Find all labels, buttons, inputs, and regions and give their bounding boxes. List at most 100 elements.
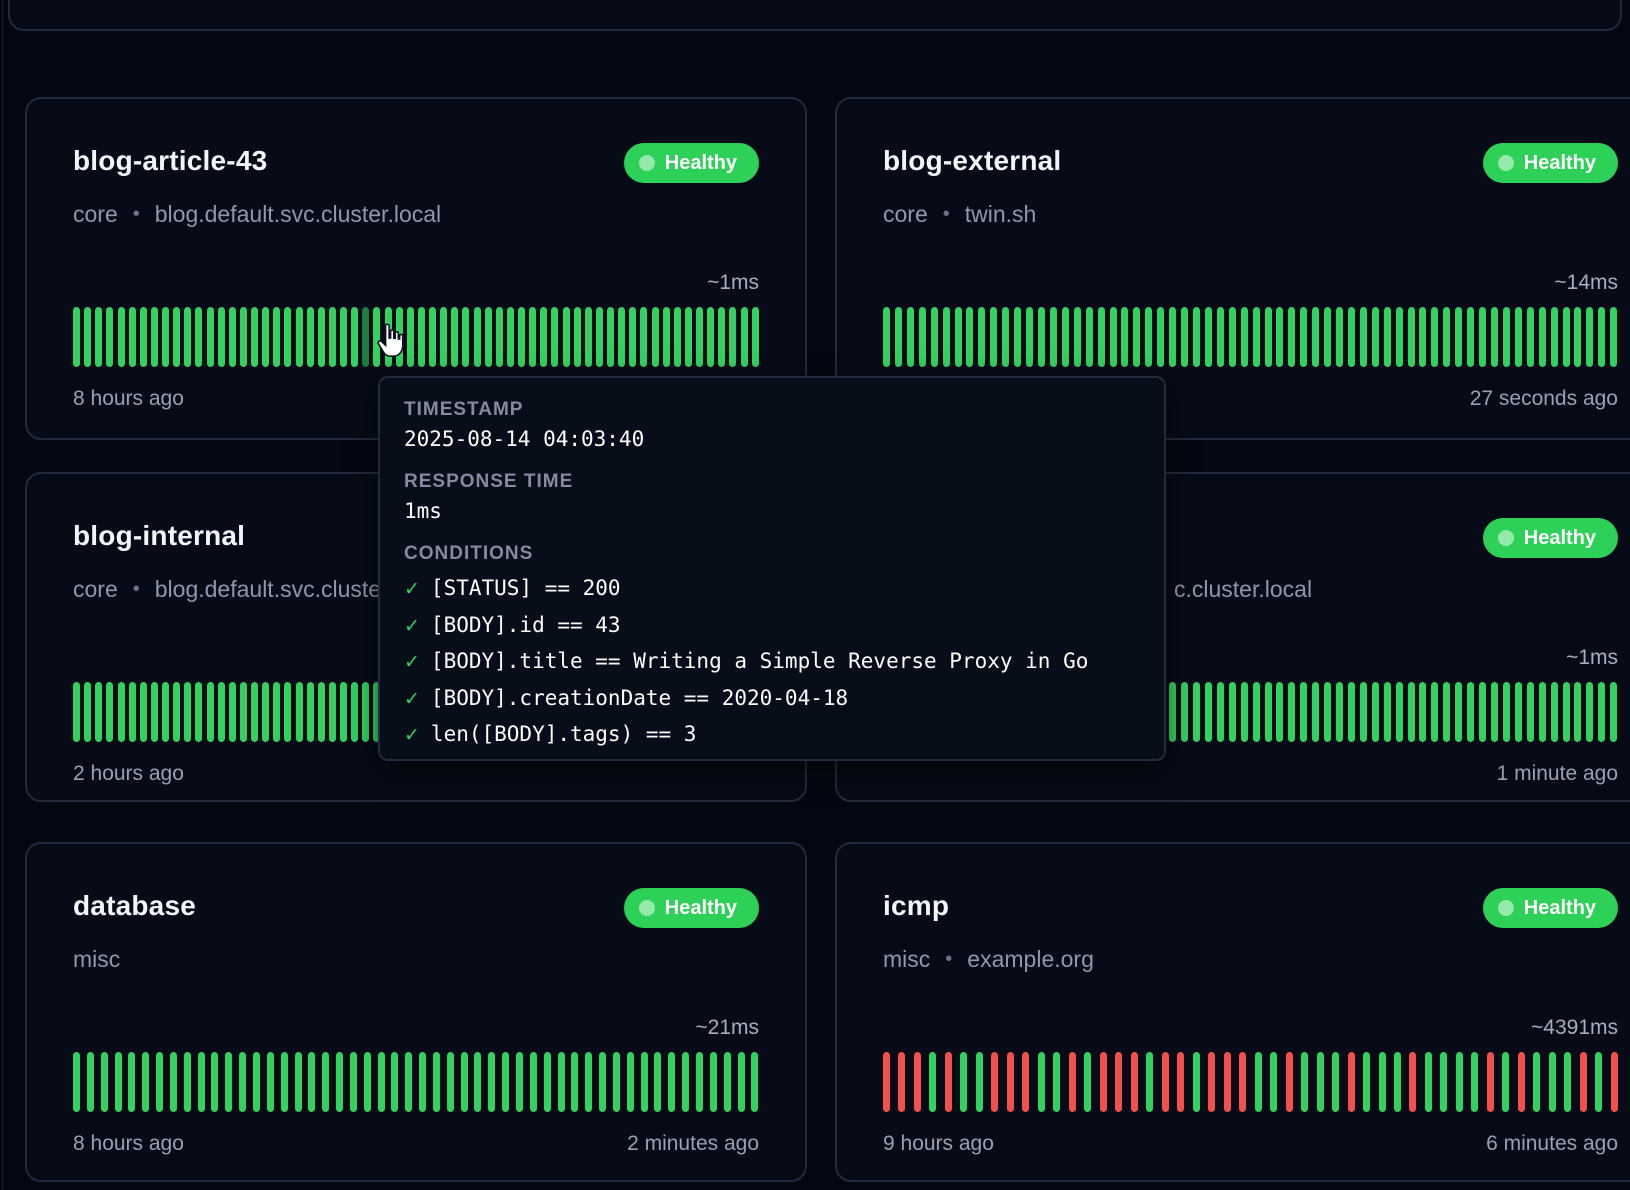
uptime-bar[interactable] [1085,307,1093,367]
uptime-bar[interactable] [1145,307,1153,367]
uptime-bar[interactable] [662,307,670,367]
uptime-bar[interactable] [95,682,103,742]
uptime-bar[interactable] [751,1052,759,1112]
uptime-bar[interactable] [128,1052,136,1112]
uptime-bar[interactable] [251,682,258,742]
uptime-bar[interactable] [737,1052,745,1112]
uptime-bars[interactable] [883,307,1618,367]
uptime-bar[interactable] [718,307,726,367]
uptime-bar[interactable] [651,307,659,367]
uptime-bar[interactable] [1419,682,1427,742]
uptime-bar[interactable] [506,307,514,367]
uptime-bar[interactable] [1300,682,1308,742]
uptime-bar[interactable] [128,682,136,742]
uptime-bar[interactable] [1424,1052,1432,1112]
uptime-bar[interactable] [1264,682,1272,742]
uptime-bar[interactable] [1181,307,1189,367]
uptime-bar[interactable] [1347,682,1355,742]
uptime-bar[interactable] [419,1052,427,1112]
uptime-bar[interactable] [1548,1052,1556,1112]
uptime-bar[interactable] [1254,1052,1262,1112]
uptime-bar[interactable] [328,682,336,742]
uptime-bar[interactable] [484,307,492,367]
uptime-bar[interactable] [351,307,359,367]
endpoint-card-blog-article-43[interactable]: blog-article-43 core • blog.default.svc.… [25,97,807,440]
uptime-bar[interactable] [913,1052,921,1112]
uptime-bar[interactable] [1455,1052,1463,1112]
uptime-bar[interactable] [239,682,247,742]
uptime-bar[interactable] [1409,1052,1417,1112]
uptime-bar[interactable] [1204,682,1212,742]
uptime-bar[interactable] [930,307,938,367]
uptime-bar[interactable] [1192,682,1200,742]
uptime-bar[interactable] [295,682,303,742]
uptime-bar[interactable] [1395,307,1403,367]
uptime-bar[interactable] [684,307,692,367]
uptime-bar[interactable] [73,1052,80,1112]
uptime-bar[interactable] [1161,1052,1169,1112]
uptime-bar[interactable] [1049,307,1057,367]
uptime-bar[interactable] [351,682,359,742]
uptime-bar[interactable] [562,307,570,367]
uptime-bar[interactable] [173,307,181,367]
uptime-bar[interactable] [1574,307,1582,367]
uptime-bar[interactable] [1491,307,1499,367]
uptime-bar[interactable] [1479,307,1487,367]
uptime-bar[interactable] [1240,682,1248,742]
uptime-bar[interactable] [612,1052,620,1112]
uptime-bar[interactable] [106,682,114,742]
uptime-bar[interactable] [584,307,592,367]
uptime-bar[interactable] [918,307,926,367]
uptime-bar[interactable] [990,307,998,367]
uptime-bar[interactable] [1550,682,1558,742]
uptime-bar[interactable] [1359,307,1367,367]
uptime-bar[interactable] [1514,307,1522,367]
uptime-bar[interactable] [1061,307,1069,367]
uptime-bar[interactable] [1022,1052,1030,1112]
uptime-bar[interactable] [446,1052,454,1112]
uptime-bar[interactable] [1467,307,1475,367]
uptime-bar[interactable] [317,307,325,367]
uptime-bar[interactable] [1479,682,1487,742]
uptime-bar[interactable] [629,307,637,367]
uptime-bar[interactable] [518,307,525,367]
uptime-bar[interactable] [284,307,292,367]
uptime-bar[interactable] [317,682,325,742]
uptime-bar[interactable] [417,307,425,367]
uptime-bar[interactable] [1099,1052,1107,1112]
uptime-bar[interactable] [954,307,962,367]
uptime-bar[interactable] [573,307,581,367]
uptime-bar[interactable] [169,1052,177,1112]
uptime-bar[interactable] [391,1052,399,1112]
uptime-bar[interactable] [306,307,314,367]
uptime-bar[interactable] [695,1052,703,1112]
uptime-bar[interactable] [1395,682,1403,742]
uptime-bar[interactable] [1598,682,1606,742]
uptime-bar[interactable] [308,1052,316,1112]
uptime-bar[interactable] [1084,1052,1092,1112]
uptime-bar[interactable] [217,307,225,367]
uptime-bar[interactable] [184,682,192,742]
uptime-bar[interactable] [1324,682,1332,742]
uptime-bar[interactable] [1332,1052,1340,1112]
uptime-bar[interactable] [543,1052,551,1112]
uptime-bar[interactable] [239,1052,247,1112]
uptime-bar[interactable] [529,1052,537,1112]
uptime-bar[interactable] [1526,307,1534,367]
uptime-bar[interactable] [206,307,214,367]
uptime-bar[interactable] [373,307,381,367]
uptime-bar[interactable] [474,1052,482,1112]
uptime-bar[interactable] [495,307,503,367]
uptime-bar[interactable] [1610,1052,1618,1112]
uptime-bar[interactable] [1486,1052,1494,1112]
uptime-bar[interactable] [1336,307,1344,367]
uptime-bar[interactable] [340,682,347,742]
uptime-bar[interactable] [377,1052,385,1112]
uptime-bar[interactable] [86,1052,94,1112]
uptime-bar[interactable] [1037,307,1045,367]
uptime-bar[interactable] [740,307,748,367]
uptime-bar[interactable] [1595,1052,1603,1112]
uptime-bar[interactable] [1550,307,1558,367]
uptime-bar[interactable] [1347,307,1355,367]
uptime-bar[interactable] [673,307,681,367]
